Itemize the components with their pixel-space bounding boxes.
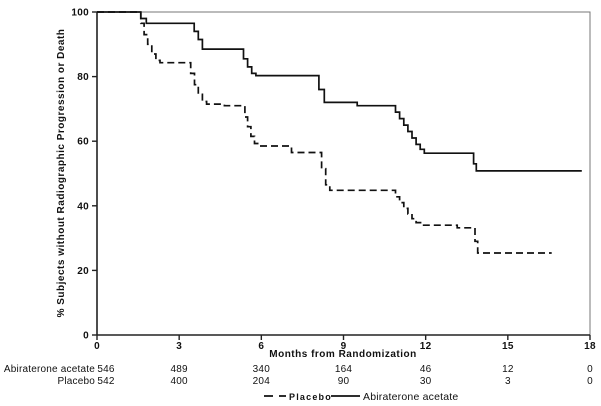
risk-count: 542 xyxy=(97,376,115,387)
risk-count: 12 xyxy=(502,364,514,375)
risk-count: 30 xyxy=(420,376,432,387)
y-axis-ticks: 0 20 40 60 80 100 xyxy=(71,8,97,342)
y-tick-label: 100 xyxy=(71,8,89,19)
risk-count: 46 xyxy=(420,364,432,375)
x-tick-label: 3 xyxy=(176,341,182,352)
y-tick-label: 40 xyxy=(77,201,89,212)
x-axis-ticks: 0 3 6 9 12 15 18 xyxy=(94,335,596,352)
y-tick-label: 80 xyxy=(77,72,89,83)
y-tick-label: 60 xyxy=(77,137,89,148)
x-tick-label: 9 xyxy=(341,341,347,352)
legend: Placebo Abiraterone acetate xyxy=(264,391,458,403)
risk-count: 400 xyxy=(171,376,189,387)
abiraterone-curve xyxy=(97,11,582,172)
risk-count: 0 xyxy=(587,364,593,375)
x-tick-label: 6 xyxy=(258,341,264,352)
x-axis-title: Months from Randomization xyxy=(269,349,417,360)
x-tick-label: 15 xyxy=(502,341,514,352)
risk-count: 0 xyxy=(587,376,593,387)
risk-count: 3 xyxy=(505,376,511,387)
plot-frame xyxy=(96,11,591,336)
risk-count: 90 xyxy=(338,376,350,387)
y-axis-title: % Subjects without Radiographic Progress… xyxy=(56,29,67,318)
risk-count: 204 xyxy=(253,376,271,387)
placebo-curve xyxy=(97,11,552,254)
risk-row-label-placebo: Placebo xyxy=(57,376,95,387)
legend-label-abiraterone: Abiraterone acetate xyxy=(363,391,458,403)
risk-table: Abiraterone acetate Placebo 546 489 340 164… xyxy=(4,364,593,387)
risk-count: 489 xyxy=(171,364,189,375)
risk-count: 340 xyxy=(253,364,271,375)
x-tick-label: 0 xyxy=(94,341,100,352)
risk-row-label-abiraterone: Abiraterone acetate xyxy=(4,364,95,375)
risk-count: 164 xyxy=(335,364,353,375)
y-tick-label: 0 xyxy=(83,331,89,342)
risk-count: 546 xyxy=(97,364,115,375)
y-tick-label: 20 xyxy=(77,266,89,277)
x-tick-label: 12 xyxy=(420,341,432,352)
legend-label-placebo: Placebo xyxy=(289,392,332,402)
x-tick-label: 18 xyxy=(584,341,596,352)
